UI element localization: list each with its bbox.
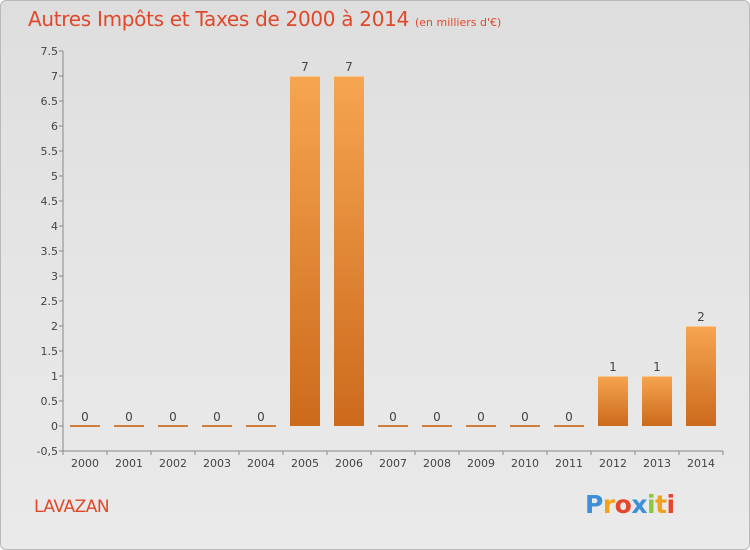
y-tick-label: 5.5 <box>41 145 59 158</box>
bar <box>158 425 188 427</box>
data-label: 7 <box>345 60 353 74</box>
data-label: 0 <box>169 410 177 424</box>
y-tick-label: -0,5 <box>37 445 58 458</box>
x-tick-label: 2003 <box>203 457 231 470</box>
logo-letter: o <box>614 490 632 519</box>
x-tick-label: 2005 <box>291 457 319 470</box>
chart-bars <box>70 76 716 427</box>
bar <box>114 425 144 427</box>
chart-title: Autres Impôts et Taxes de 2000 à 2014 (en… <box>28 7 501 31</box>
bar <box>686 326 716 426</box>
bar <box>378 425 408 427</box>
y-tick-label: 0.5 <box>41 395 59 408</box>
proxiti-logo: Proxiti <box>585 490 675 519</box>
data-label: 0 <box>125 410 133 424</box>
chart-labels: 0 0 0 0 0 7 7 0 0 0 0 0 1 1 2 <box>81 60 705 424</box>
data-label: 0 <box>213 410 221 424</box>
logo-letter: x <box>631 490 647 519</box>
x-tick-label: 2008 <box>423 457 451 470</box>
chart-title-text: Autres Impôts et Taxes de 2000 à 2014 <box>28 7 409 31</box>
bar <box>598 376 628 426</box>
x-tick-label: 2004 <box>247 457 275 470</box>
logo-letter: t <box>655 490 667 519</box>
bar <box>422 425 452 427</box>
x-tick-label: 2014 <box>687 457 715 470</box>
y-tick-label: 6 <box>51 120 58 133</box>
y-tick-label: 2 <box>51 320 58 333</box>
x-tick-label: 2011 <box>555 457 583 470</box>
x-tick-label: 2012 <box>599 457 627 470</box>
y-tick-label: 3.5 <box>41 245 59 258</box>
x-tick-label: 2013 <box>643 457 671 470</box>
data-label: 0 <box>433 410 441 424</box>
y-tick-label: 1.5 <box>41 345 59 358</box>
logo-letter: i <box>666 490 676 519</box>
data-label: 0 <box>389 410 397 424</box>
bar <box>334 76 364 426</box>
bar <box>290 76 320 426</box>
data-label: 0 <box>477 410 485 424</box>
y-tick-label: 7.5 <box>41 45 59 58</box>
logo-letter: r <box>602 490 615 519</box>
bar <box>510 425 540 427</box>
x-tick-label: 2006 <box>335 457 363 470</box>
y-tick-label: 1 <box>51 370 58 383</box>
x-tick-label: 2010 <box>511 457 539 470</box>
bar <box>246 425 276 427</box>
bar <box>554 425 584 427</box>
data-label: 0 <box>81 410 89 424</box>
x-tick-label: 2002 <box>159 457 187 470</box>
data-label: 1 <box>609 360 617 374</box>
x-tick-label: 2000 <box>71 457 99 470</box>
y-tick-label: 4.5 <box>41 195 59 208</box>
chart-subtitle: (en milliers d'€) <box>415 16 502 29</box>
data-label: 0 <box>565 410 573 424</box>
data-label: 7 <box>301 60 309 74</box>
bar <box>466 425 496 427</box>
data-label: 2 <box>697 310 705 324</box>
bar <box>202 425 232 427</box>
y-tick-label: 5 <box>51 170 58 183</box>
commune-name: LAVAZAN <box>34 497 110 517</box>
data-label: 0 <box>257 410 265 424</box>
y-tick-label: 2.5 <box>41 295 59 308</box>
y-tick-label: 4 <box>51 220 58 233</box>
y-tick-label: 3 <box>51 270 58 283</box>
chart-axes: -0,500.511.522.533.544.555.566.577.52000… <box>37 45 724 470</box>
y-tick-label: 7 <box>51 70 58 83</box>
x-tick-label: 2007 <box>379 457 407 470</box>
x-tick-label: 2009 <box>467 457 495 470</box>
y-tick-label: 0 <box>51 420 58 433</box>
data-label: 1 <box>653 360 661 374</box>
data-label: 0 <box>521 410 529 424</box>
y-tick-label: 6.5 <box>41 95 59 108</box>
x-tick-label: 2001 <box>115 457 143 470</box>
logo-letter: P <box>585 490 603 519</box>
logo-letter: i <box>647 490 656 519</box>
bar <box>70 425 100 427</box>
bar <box>642 376 672 426</box>
